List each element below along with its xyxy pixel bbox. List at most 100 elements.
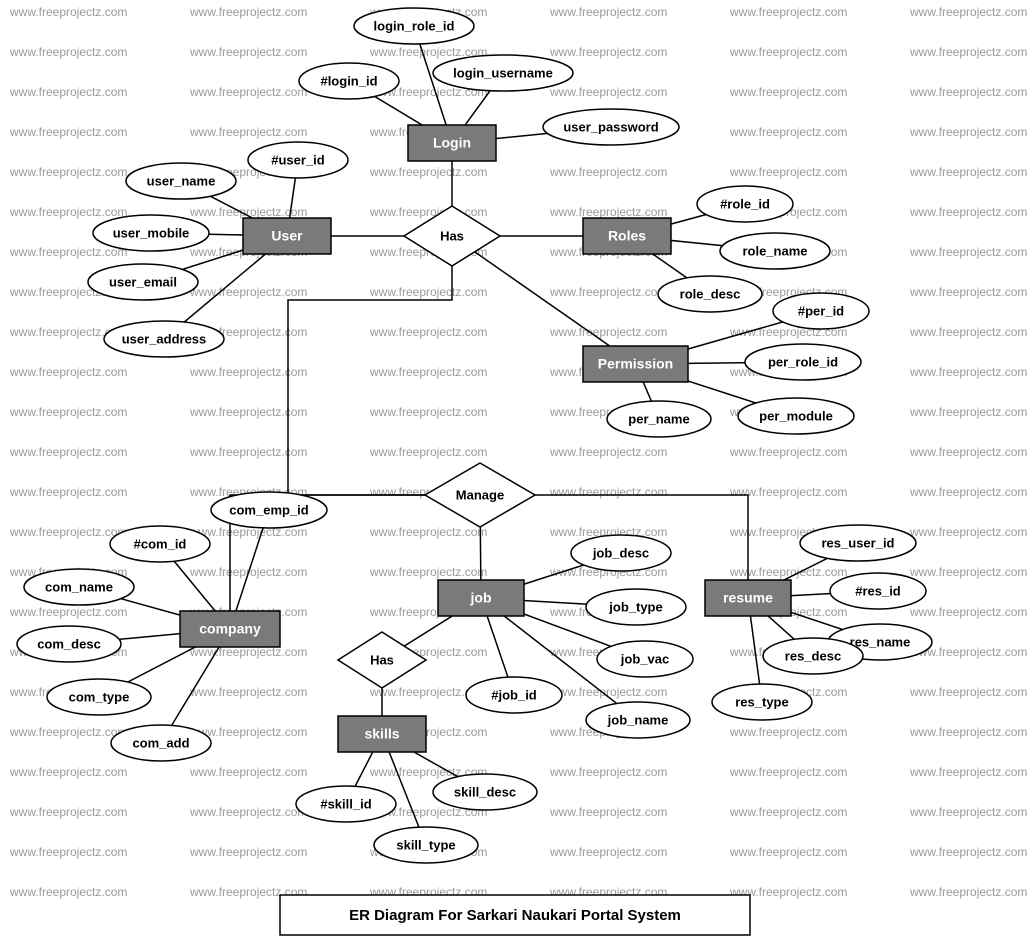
attr-label-res_desc: res_desc [785,648,841,663]
watermark-text: www.freeprojectz.com [909,885,1027,899]
watermark-text: www.freeprojectz.com [9,245,127,259]
watermark-text: www.freeprojectz.com [909,205,1027,219]
watermark-text: www.freeprojectz.com [9,725,127,739]
watermark-text: www.freeprojectz.com [369,365,487,379]
attr-label-res_type: res_type [735,694,788,709]
attr-label-user_address: user_address [122,331,207,346]
watermark-text: www.freeprojectz.com [549,485,667,499]
watermark-text: www.freeprojectz.com [549,325,667,339]
attr-label-role_name: role_name [742,243,807,258]
watermark-text: www.freeprojectz.com [189,5,307,19]
watermark-text: www.freeprojectz.com [549,5,667,19]
watermark-text: www.freeprojectz.com [9,445,127,459]
watermark-text: www.freeprojectz.com [909,285,1027,299]
attr-label-skill_desc: skill_desc [454,784,516,799]
watermark-text: www.freeprojectz.com [189,405,307,419]
title-layer: ER Diagram For Sarkari Naukari Portal Sy… [280,895,750,935]
attr-label-job_name: job_name [607,712,669,727]
watermark-text: www.freeprojectz.com [909,685,1027,699]
attr-label-com_id: #com_id [134,536,187,551]
watermark-text: www.freeprojectz.com [9,125,127,139]
watermark-text: www.freeprojectz.com [9,525,127,539]
watermark-text: www.freeprojectz.com [549,165,667,179]
watermark-text: www.freeprojectz.com [9,485,127,499]
watermark-text: www.freeprojectz.com [549,845,667,859]
entity-label-permission: Permission [598,356,673,372]
watermark-text: www.freeprojectz.com [9,765,127,779]
watermark-text: www.freeprojectz.com [909,485,1027,499]
watermark-text: www.freeprojectz.com [909,525,1027,539]
watermark-text: www.freeprojectz.com [909,445,1027,459]
watermark-text: www.freeprojectz.com [729,125,847,139]
entity-label-user: User [271,228,303,244]
watermark-text: www.freeprojectz.com [909,165,1027,179]
attr-label-com_emp_id: com_emp_id [229,502,309,517]
attr-label-login_id: #login_id [320,73,377,88]
watermark-text: www.freeprojectz.com [909,85,1027,99]
watermark-text: www.freeprojectz.com [909,725,1027,739]
watermark-text: www.freeprojectz.com [549,445,667,459]
watermark-text: www.freeprojectz.com [9,365,127,379]
watermark-text: www.freeprojectz.com [369,325,487,339]
entity-label-resume: resume [723,590,773,606]
watermark-text: www.freeprojectz.com [189,285,307,299]
attr-label-login_username: login_username [453,65,553,80]
watermark-text: www.freeprojectz.com [729,85,847,99]
entity-label-job: job [470,590,492,606]
watermark-text: www.freeprojectz.com [549,45,667,59]
attr-label-per_name: per_name [628,411,689,426]
watermark-text: www.freeprojectz.com [189,685,307,699]
watermark-text: www.freeprojectz.com [909,565,1027,579]
entity-label-company: company [199,621,261,637]
attr-label-job_id: #job_id [491,687,537,702]
watermark-text: www.freeprojectz.com [729,165,847,179]
watermark-text: www.freeprojectz.com [909,365,1027,379]
attr-label-role_id: #role_id [720,196,770,211]
attr-label-skill_type: skill_type [396,837,455,852]
attr-label-user_mobile: user_mobile [113,225,190,240]
watermark-text: www.freeprojectz.com [909,125,1027,139]
watermark-text: www.freeprojectz.com [909,805,1027,819]
watermark-text: www.freeprojectz.com [189,805,307,819]
watermark-text: www.freeprojectz.com [369,165,487,179]
watermark-text: www.freeprojectz.com [729,765,847,779]
watermark-text: www.freeprojectz.com [909,845,1027,859]
attr-label-login_role_id: login_role_id [374,18,455,33]
watermark-text: www.freeprojectz.com [369,525,487,539]
watermark-text: www.freeprojectz.com [909,405,1027,419]
watermark-text: www.freeprojectz.com [549,85,667,99]
attr-label-com_name: com_name [45,579,113,594]
entity-label-roles: Roles [608,228,646,244]
attr-label-job_vac: job_vac [620,651,669,666]
relationship-label-has1: Has [440,228,464,243]
watermark-text: www.freeprojectz.com [9,805,127,819]
watermark-text: www.freeprojectz.com [909,605,1027,619]
watermark-text: www.freeprojectz.com [729,445,847,459]
watermark-text: www.freeprojectz.com [189,125,307,139]
attr-label-user_id: #user_id [271,152,325,167]
watermark-text: www.freeprojectz.com [369,285,487,299]
watermark-text: www.freeprojectz.com [549,205,667,219]
watermark-text: www.freeprojectz.com [9,165,127,179]
watermark-text: www.freeprojectz.com [909,765,1027,779]
watermark-text: www.freeprojectz.com [729,45,847,59]
attr-label-skill_id: #skill_id [320,796,371,811]
diagram-title: ER Diagram For Sarkari Naukari Portal Sy… [349,907,681,924]
attr-label-res_name: res_name [850,634,911,649]
attr-label-com_add: com_add [132,735,189,750]
watermark-text: www.freeprojectz.com [9,45,127,59]
watermark-text: www.freeprojectz.com [909,245,1027,259]
attr-label-per_id: #per_id [798,303,844,318]
watermark-text: www.freeprojectz.com [9,845,127,859]
watermark-text: www.freeprojectz.com [9,205,127,219]
watermark-text: www.freeprojectz.com [189,85,307,99]
entity-label-login: Login [433,135,471,151]
relationship-label-has2: Has [370,652,394,667]
attr-label-role_desc: role_desc [680,286,741,301]
attr-label-job_type: job_type [608,599,662,614]
watermark-text: www.freeprojectz.com [9,885,127,899]
watermark-text: www.freeprojectz.com [729,565,847,579]
watermark-text: www.freeprojectz.com [189,845,307,859]
attr-label-com_type: com_type [69,689,130,704]
watermark-text: www.freeprojectz.com [729,805,847,819]
